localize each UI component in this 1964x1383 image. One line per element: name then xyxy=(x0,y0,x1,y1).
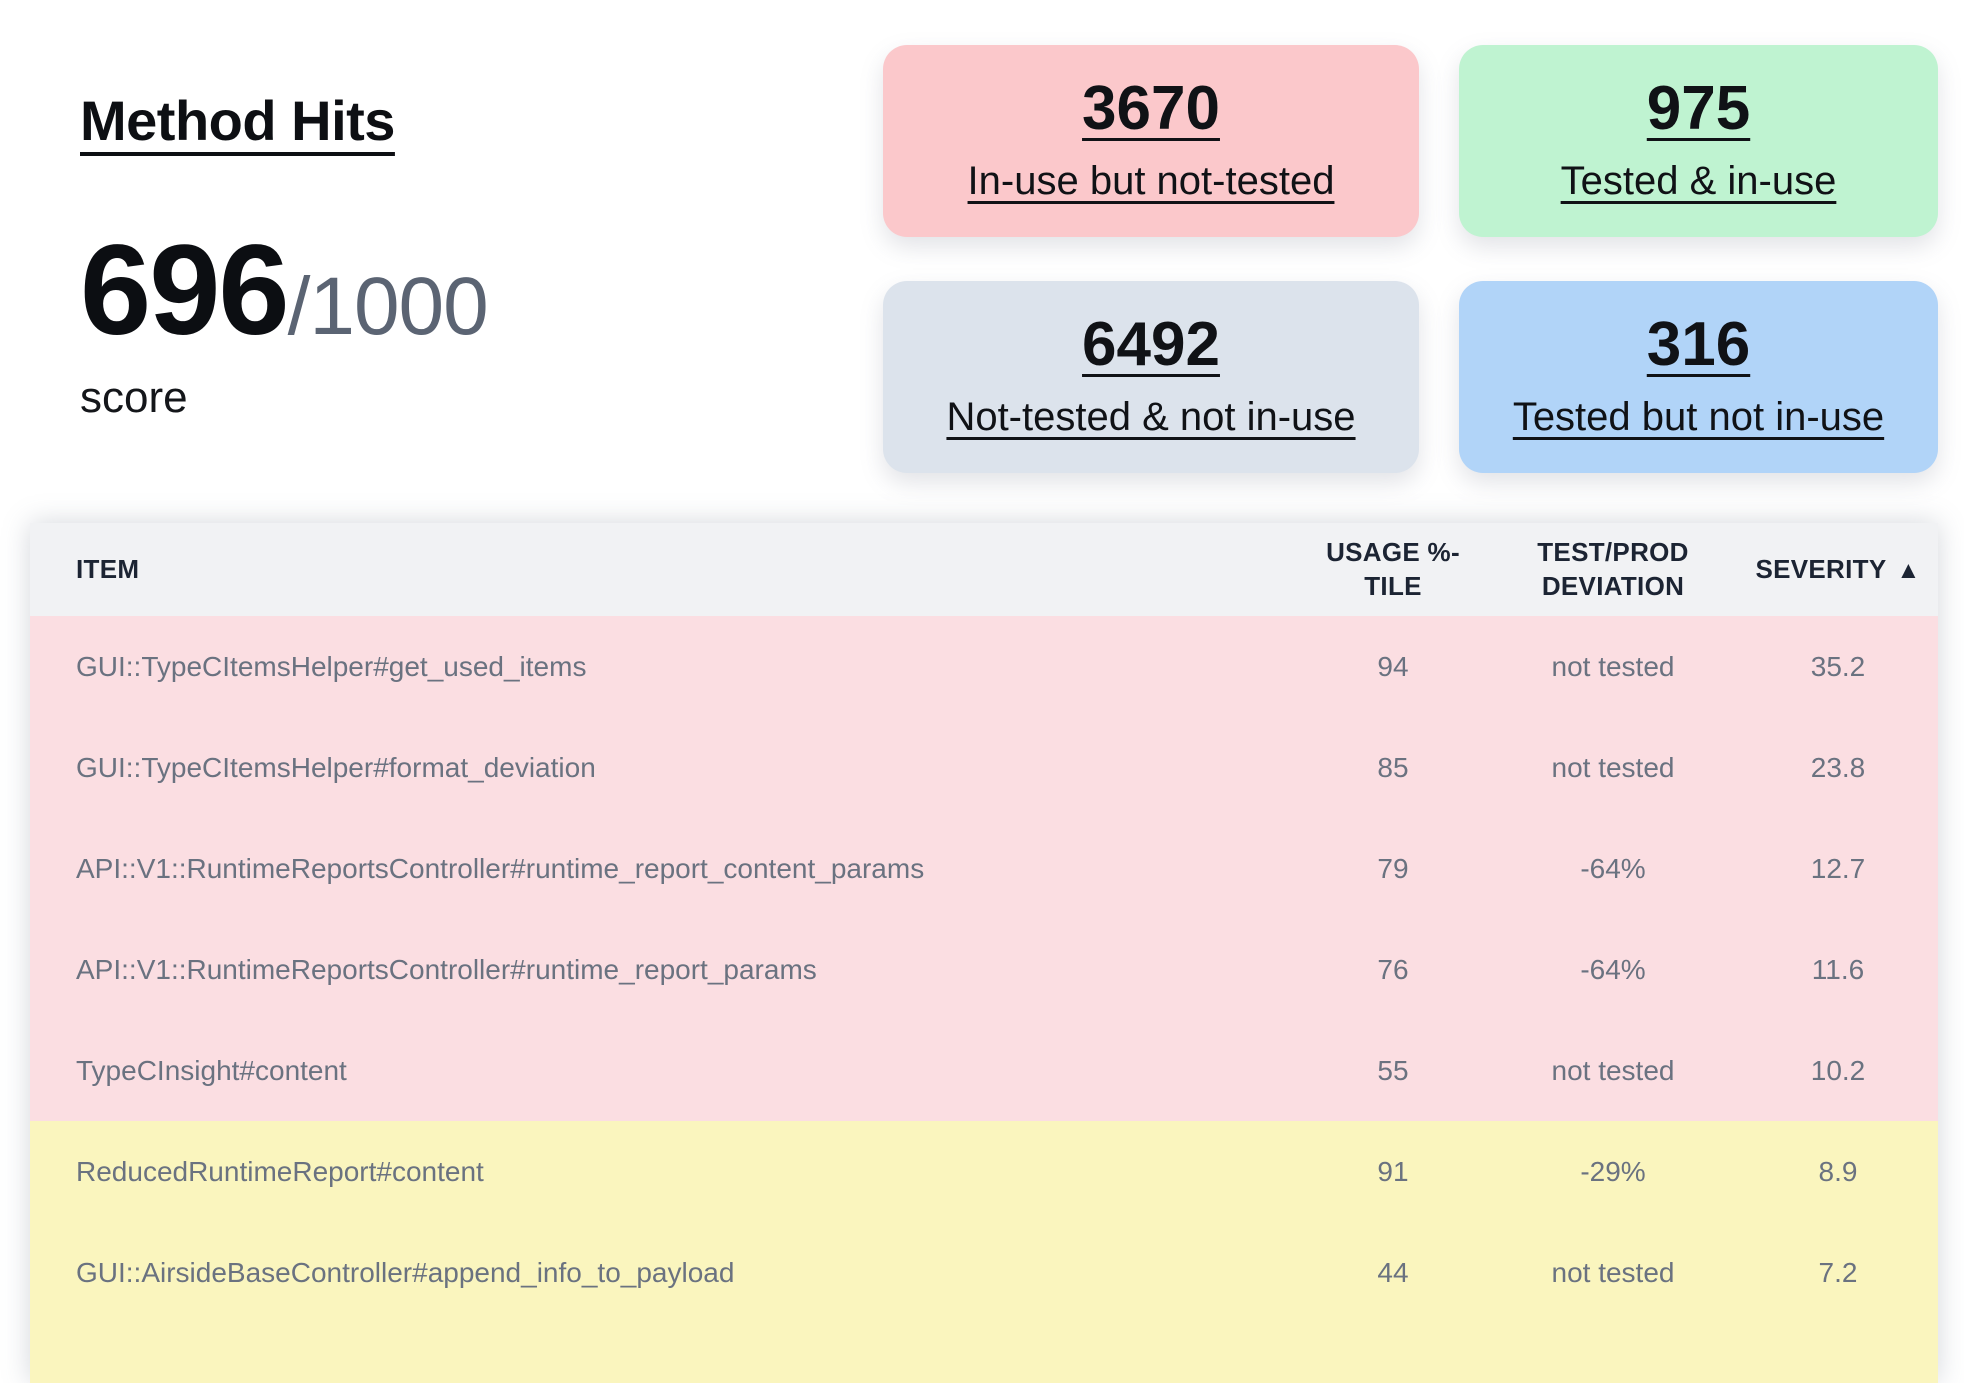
row-severity-cell: 12.7 xyxy=(1738,818,1938,919)
row-severity-cell: 35.2 xyxy=(1738,616,1938,717)
row-deviation-cell: not tested xyxy=(1488,1020,1738,1121)
row-item-cell: ReducedRuntimeReport#content xyxy=(30,1121,1298,1222)
stat-card-label[interactable]: Not-tested & not in-use xyxy=(946,395,1356,439)
score-total: /1000 xyxy=(287,261,489,352)
row-item-cell: GUI::TypeCItemsHelper#format_deviation xyxy=(30,717,1298,818)
column-header-item[interactable]: ITEM xyxy=(30,523,1298,616)
table-row[interactable]: ReducedRuntimeReport#content 91 -29% 8.9 xyxy=(30,1121,1938,1222)
stat-card-value[interactable]: 6492 xyxy=(1082,310,1220,379)
score-value: 696 xyxy=(80,219,290,362)
row-usage-cell: 91 xyxy=(1298,1121,1488,1222)
row-usage-cell: 79 xyxy=(1298,818,1488,919)
method-hits-table: ITEM USAGE %-TILE TEST/PROD DEVIATION SE… xyxy=(30,523,1938,1383)
table-row[interactable]: TypeCInsight#content 55 not tested 10.2 xyxy=(30,1020,1938,1121)
row-item-cell: TypeCInsight#content xyxy=(30,1020,1298,1121)
coverage-dashboard: { "header": { "title": "Method Hits", "s… xyxy=(30,45,1938,1383)
row-deviation-cell: -29% xyxy=(1488,1121,1738,1222)
row-usage-cell: 55 xyxy=(1298,1020,1488,1121)
row-deviation-cell: -64% xyxy=(1488,818,1738,919)
table-row[interactable]: API::V1::RuntimeReportsController#runtim… xyxy=(30,919,1938,1020)
column-header-severity[interactable]: SEVERITY ▲ xyxy=(1738,523,1938,616)
stat-card-not-tested-not-in-use[interactable]: 6492 Not-tested & not in-use xyxy=(883,281,1419,473)
row-severity-cell: 11.6 xyxy=(1738,919,1938,1020)
row-usage-cell: 85 xyxy=(1298,717,1488,818)
items-table: ITEM USAGE %-TILE TEST/PROD DEVIATION SE… xyxy=(30,523,1938,1383)
table-row[interactable]: GUI::TypeCItemsHelper#format_deviation 8… xyxy=(30,717,1938,818)
score-label: score xyxy=(80,373,188,422)
stat-card-value[interactable]: 975 xyxy=(1646,74,1751,143)
row-deviation-cell: not tested xyxy=(1488,1222,1738,1323)
row-severity-cell: 7.2 xyxy=(1738,1222,1938,1323)
stat-card-label[interactable]: Tested & in-use xyxy=(1560,159,1837,203)
table-row[interactable]: GUI::TypeCItemsHelper#get_used_items 94 … xyxy=(30,616,1938,717)
stat-cards: 3670 In-use but not-tested 975 Tested & … xyxy=(883,45,1938,473)
stat-card-tested-in-use[interactable]: 975 Tested & in-use xyxy=(1459,45,1938,237)
sort-ascending-icon: ▲ xyxy=(1896,556,1921,584)
row-deviation-cell: not tested xyxy=(1488,616,1738,717)
score-line: 696 /1000 xyxy=(80,227,840,355)
column-header-usage[interactable]: USAGE %-TILE xyxy=(1298,523,1488,616)
column-header-deviation[interactable]: TEST/PROD DEVIATION xyxy=(1488,523,1738,616)
row-usage-cell: 76 xyxy=(1298,919,1488,1020)
row-severity-cell: 8.9 xyxy=(1738,1121,1938,1222)
stat-card-value[interactable]: 316 xyxy=(1646,310,1751,379)
stat-card-value[interactable]: 3670 xyxy=(1082,74,1220,143)
row-usage-cell: 94 xyxy=(1298,616,1488,717)
row-item-cell: API::V1::RuntimeReportsController#runtim… xyxy=(30,818,1298,919)
row-severity-cell: 10.2 xyxy=(1738,1020,1938,1121)
table-row[interactable]: GUI::AirsideBaseController#append_info_t… xyxy=(30,1222,1938,1323)
table-row-clipped xyxy=(30,1323,1938,1383)
score-panel: Method Hits 696 /1000 score xyxy=(80,88,840,423)
stat-card-tested-not-in-use[interactable]: 316 Tested but not in-use xyxy=(1459,281,1938,473)
row-usage-cell: 44 xyxy=(1298,1222,1488,1323)
page-title: Method Hits xyxy=(80,89,395,152)
stat-card-label[interactable]: In-use but not-tested xyxy=(967,159,1335,203)
table-row[interactable]: API::V1::RuntimeReportsController#runtim… xyxy=(30,818,1938,919)
row-item-cell: API::V1::RuntimeReportsController#runtim… xyxy=(30,919,1298,1020)
row-deviation-cell: not tested xyxy=(1488,717,1738,818)
column-header-severity-label: SEVERITY xyxy=(1755,553,1887,584)
table-header: ITEM USAGE %-TILE TEST/PROD DEVIATION SE… xyxy=(30,523,1938,616)
row-deviation-cell: -64% xyxy=(1488,919,1738,1020)
table-body: GUI::TypeCItemsHelper#get_used_items 94 … xyxy=(30,616,1938,1383)
row-item-cell: GUI::TypeCItemsHelper#get_used_items xyxy=(30,616,1298,717)
stat-card-in-use-not-tested[interactable]: 3670 In-use but not-tested xyxy=(883,45,1419,237)
stat-card-label[interactable]: Tested but not in-use xyxy=(1512,395,1885,439)
row-severity-cell: 23.8 xyxy=(1738,717,1938,818)
row-item-cell: GUI::AirsideBaseController#append_info_t… xyxy=(30,1222,1298,1323)
